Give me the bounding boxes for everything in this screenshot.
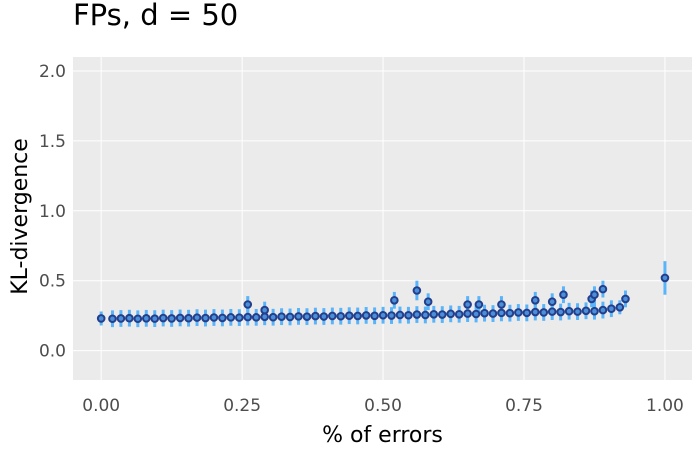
data-point — [530, 295, 540, 305]
data-point — [564, 306, 574, 316]
data-point — [480, 308, 489, 318]
data-point — [378, 310, 388, 320]
x-tick-label: 1.00 — [646, 396, 684, 416]
data-point — [353, 311, 362, 321]
data-point — [607, 304, 616, 313]
data-point — [209, 313, 219, 322]
data-point — [192, 313, 202, 322]
x-tick-label: 0.75 — [505, 396, 543, 416]
data-point — [201, 313, 210, 323]
data-point — [530, 307, 540, 317]
data-point — [660, 273, 670, 283]
data-point — [125, 313, 134, 323]
chart-title: FPs, d = 50 — [73, 0, 239, 32]
data-point — [277, 312, 286, 321]
data-point — [573, 307, 582, 316]
data-point — [150, 314, 160, 323]
data-point — [268, 312, 278, 322]
data-point — [581, 306, 591, 316]
data-point — [175, 313, 185, 323]
data-point — [390, 295, 399, 305]
data-point — [294, 312, 303, 321]
data-point — [437, 310, 447, 319]
data-point — [370, 311, 379, 321]
y-tick-label: 0.0 — [39, 342, 66, 362]
data-point — [454, 309, 464, 319]
data-point — [463, 300, 472, 309]
data-point — [590, 306, 599, 316]
data-point — [158, 313, 168, 323]
data-point — [302, 312, 312, 321]
data-point — [423, 297, 433, 306]
data-point — [598, 284, 608, 294]
data-point — [505, 308, 515, 318]
data-point — [96, 314, 106, 323]
data-point — [184, 313, 193, 323]
data-point — [395, 310, 405, 320]
data-point — [590, 290, 599, 300]
data-point — [141, 314, 151, 323]
x-axis-label: % of errors — [322, 423, 443, 448]
data-point — [497, 300, 506, 309]
data-point — [285, 312, 295, 322]
data-point — [260, 312, 269, 322]
data-point — [474, 300, 484, 309]
data-point — [235, 313, 244, 322]
data-point — [243, 312, 253, 322]
data-point — [133, 314, 143, 324]
data-point — [319, 312, 329, 321]
x-tick-label: 0.00 — [82, 396, 120, 416]
data-point — [251, 313, 261, 322]
data-point — [387, 311, 396, 320]
x-tick-label: 0.25 — [223, 396, 261, 416]
data-point — [463, 309, 472, 318]
data-point — [344, 311, 354, 320]
data-point — [404, 310, 413, 320]
data-point — [361, 311, 371, 320]
data-point — [598, 305, 608, 315]
data-point — [621, 294, 630, 304]
data-point — [412, 286, 422, 295]
data-point — [556, 307, 565, 317]
data-point — [514, 308, 523, 317]
data-point — [539, 308, 549, 317]
data-point — [471, 309, 481, 319]
data-point — [226, 313, 236, 322]
data-point — [218, 313, 227, 323]
data-point — [547, 307, 557, 316]
data-point — [421, 310, 430, 320]
y-axis-label: KL-divergence — [8, 138, 33, 295]
data-point — [497, 308, 506, 318]
data-point — [260, 305, 269, 315]
y-tick-label: 0.5 — [39, 272, 66, 292]
data-point — [429, 309, 439, 319]
data-point — [243, 300, 253, 309]
y-tick-label: 1.5 — [39, 132, 66, 152]
data-point — [615, 302, 625, 312]
y-tick-label: 2.0 — [39, 62, 66, 82]
plot-panel — [73, 57, 692, 380]
data-point — [547, 297, 557, 306]
data-point — [336, 311, 346, 321]
data-point — [559, 290, 568, 300]
data-point — [108, 314, 117, 324]
data-point — [311, 311, 320, 321]
data-point — [167, 314, 176, 323]
x-tick-label: 0.50 — [364, 396, 402, 416]
data-point — [446, 309, 456, 319]
data-point — [412, 310, 422, 319]
data-point — [522, 308, 532, 318]
data-point — [488, 309, 498, 318]
y-tick-label: 1.0 — [39, 202, 66, 222]
data-point — [328, 311, 337, 321]
data-point — [116, 314, 126, 323]
